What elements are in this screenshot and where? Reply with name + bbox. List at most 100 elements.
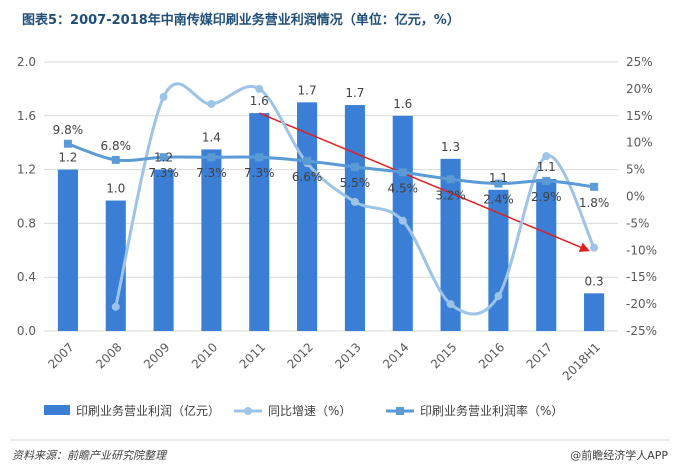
margin-point: [446, 175, 455, 184]
margin-line-series: [63, 139, 599, 191]
x-tick-label: 2015: [428, 340, 459, 371]
margin-value-label: 2.4%: [483, 193, 514, 207]
right-tick-label: 10%: [626, 136, 653, 150]
margin-value-label: 6.6%: [292, 170, 323, 184]
x-tick-label: 2012: [284, 340, 315, 371]
margin-value-label: 4.5%: [388, 181, 419, 195]
bar: [584, 293, 605, 331]
bar: [344, 105, 365, 331]
margin-point: [63, 139, 72, 148]
x-tick-label: 2011: [237, 340, 268, 371]
bar: [201, 149, 222, 331]
bar-value-label: 1.4: [202, 130, 221, 144]
legend-label: 同比增速（%）: [268, 404, 351, 418]
trend-arrow-line: [258, 112, 590, 252]
margin-point: [398, 168, 407, 177]
growth-point: [494, 292, 503, 301]
trend-arrow: [258, 112, 590, 252]
left-tick-label: 0.4: [17, 270, 36, 284]
margin-point: [255, 153, 264, 162]
margin-value-label: 2.9%: [531, 190, 562, 204]
right-tick-label: -20%: [626, 297, 657, 311]
bar-series: [57, 102, 605, 331]
legend-label: 印刷业务营业利润（亿元）: [76, 403, 220, 418]
growth-point: [255, 84, 264, 93]
legend-label: 印刷业务营业利润率（%）: [420, 403, 563, 418]
margin-value-label: 7.3%: [148, 166, 179, 180]
bar-value-label: 0.3: [585, 274, 604, 288]
right-tick-label: 0%: [626, 190, 645, 204]
margin-value-label: 7.3%: [196, 166, 227, 180]
margin-value-label: 6.8%: [101, 139, 132, 153]
bar-value-label: 1.7: [345, 86, 364, 100]
right-tick-label: -5%: [626, 216, 649, 230]
data-labels: 1.2 1.0 1.2 1.4 1.6 1.7 1.7 1.6 1.3 1.1 1.1 0.3 9.8%…: [53, 83, 610, 288]
chart-title: 图表5：2007-2018年中南传媒印刷业务营业利润情况（单位：亿元，%）: [22, 12, 460, 28]
bar-value-label: 1.1: [537, 160, 556, 174]
margin-value-label: 7.3%: [244, 166, 275, 180]
bar: [488, 189, 509, 331]
margin-value-label: 1.8%: [579, 196, 610, 210]
growth-point: [590, 243, 599, 252]
x-tick-label: 2010: [189, 340, 220, 371]
growth-point: [398, 216, 407, 225]
margin-value-label: 5.5%: [340, 176, 371, 190]
bar-value-label: 1.7: [298, 83, 317, 97]
right-tick-label: 15%: [626, 109, 653, 123]
legend: 印刷业务营业利润（亿元） 同比增速（%） 印刷业务营业利润率（%）: [44, 403, 563, 418]
left-tick-label: 0.8: [17, 216, 36, 230]
left-tick-label: 1.2: [17, 163, 36, 177]
left-tick-label: 2.0: [17, 55, 36, 69]
right-tick-label: 5%: [626, 163, 645, 177]
bar-value-label: 1.6: [393, 97, 412, 111]
bar-value-label: 1.3: [441, 140, 460, 154]
right-tick-label: 25%: [626, 55, 653, 69]
margin-point: [159, 153, 168, 162]
right-tick-label: -15%: [626, 270, 657, 284]
x-tick-label: 2018H1: [560, 340, 603, 383]
gridlines: [44, 61, 618, 332]
growth-point: [446, 300, 455, 309]
x-tick-label: 2017: [524, 340, 555, 371]
margin-value-label: 3.2%: [435, 188, 466, 202]
left-tick-label: 1.6: [17, 109, 36, 123]
bar: [249, 113, 270, 331]
x-tick-label: 2013: [332, 340, 363, 371]
right-tick-label: 20%: [626, 82, 653, 96]
source-note: 资料来源：前瞻产业研究院整理: [12, 449, 168, 462]
legend-marker-margin: [396, 407, 404, 415]
x-tick-label: 2014: [380, 340, 411, 371]
x-tick-label: 2009: [141, 340, 172, 371]
bar: [153, 169, 174, 331]
margin-point: [207, 153, 216, 162]
margin-point: [303, 156, 312, 165]
bar: [440, 158, 461, 331]
margin-value-label: 9.8%: [53, 123, 84, 137]
x-tick-label: 2007: [45, 340, 76, 371]
bar-value-label: 1.0: [106, 182, 125, 196]
growth-point: [350, 197, 359, 206]
right-tick-label: -10%: [626, 243, 657, 257]
brand-label: @前瞻经济学人APP: [570, 448, 668, 462]
x-tick-label: 2008: [93, 340, 124, 371]
bar-value-label: 1.6: [250, 94, 269, 108]
margin-point: [542, 176, 551, 185]
growth-point: [542, 152, 551, 161]
bar: [536, 179, 557, 331]
bar: [57, 169, 78, 331]
margin-point: [590, 182, 599, 191]
margin-line: [67, 142, 595, 189]
bar-value-label: 1.1: [489, 171, 508, 185]
growth-point: [159, 92, 168, 101]
legend-swatch-bar: [44, 405, 70, 415]
growth-line-series: [111, 82, 599, 316]
bar-value-label: 1.2: [58, 151, 77, 165]
growth-point: [111, 302, 120, 311]
x-tick-label: 2016: [476, 340, 507, 371]
margin-point: [350, 162, 359, 171]
margin-point: [494, 179, 503, 188]
growth-point: [207, 99, 216, 108]
right-tick-label: -25%: [626, 324, 657, 338]
left-tick-label: 0.0: [17, 324, 36, 338]
